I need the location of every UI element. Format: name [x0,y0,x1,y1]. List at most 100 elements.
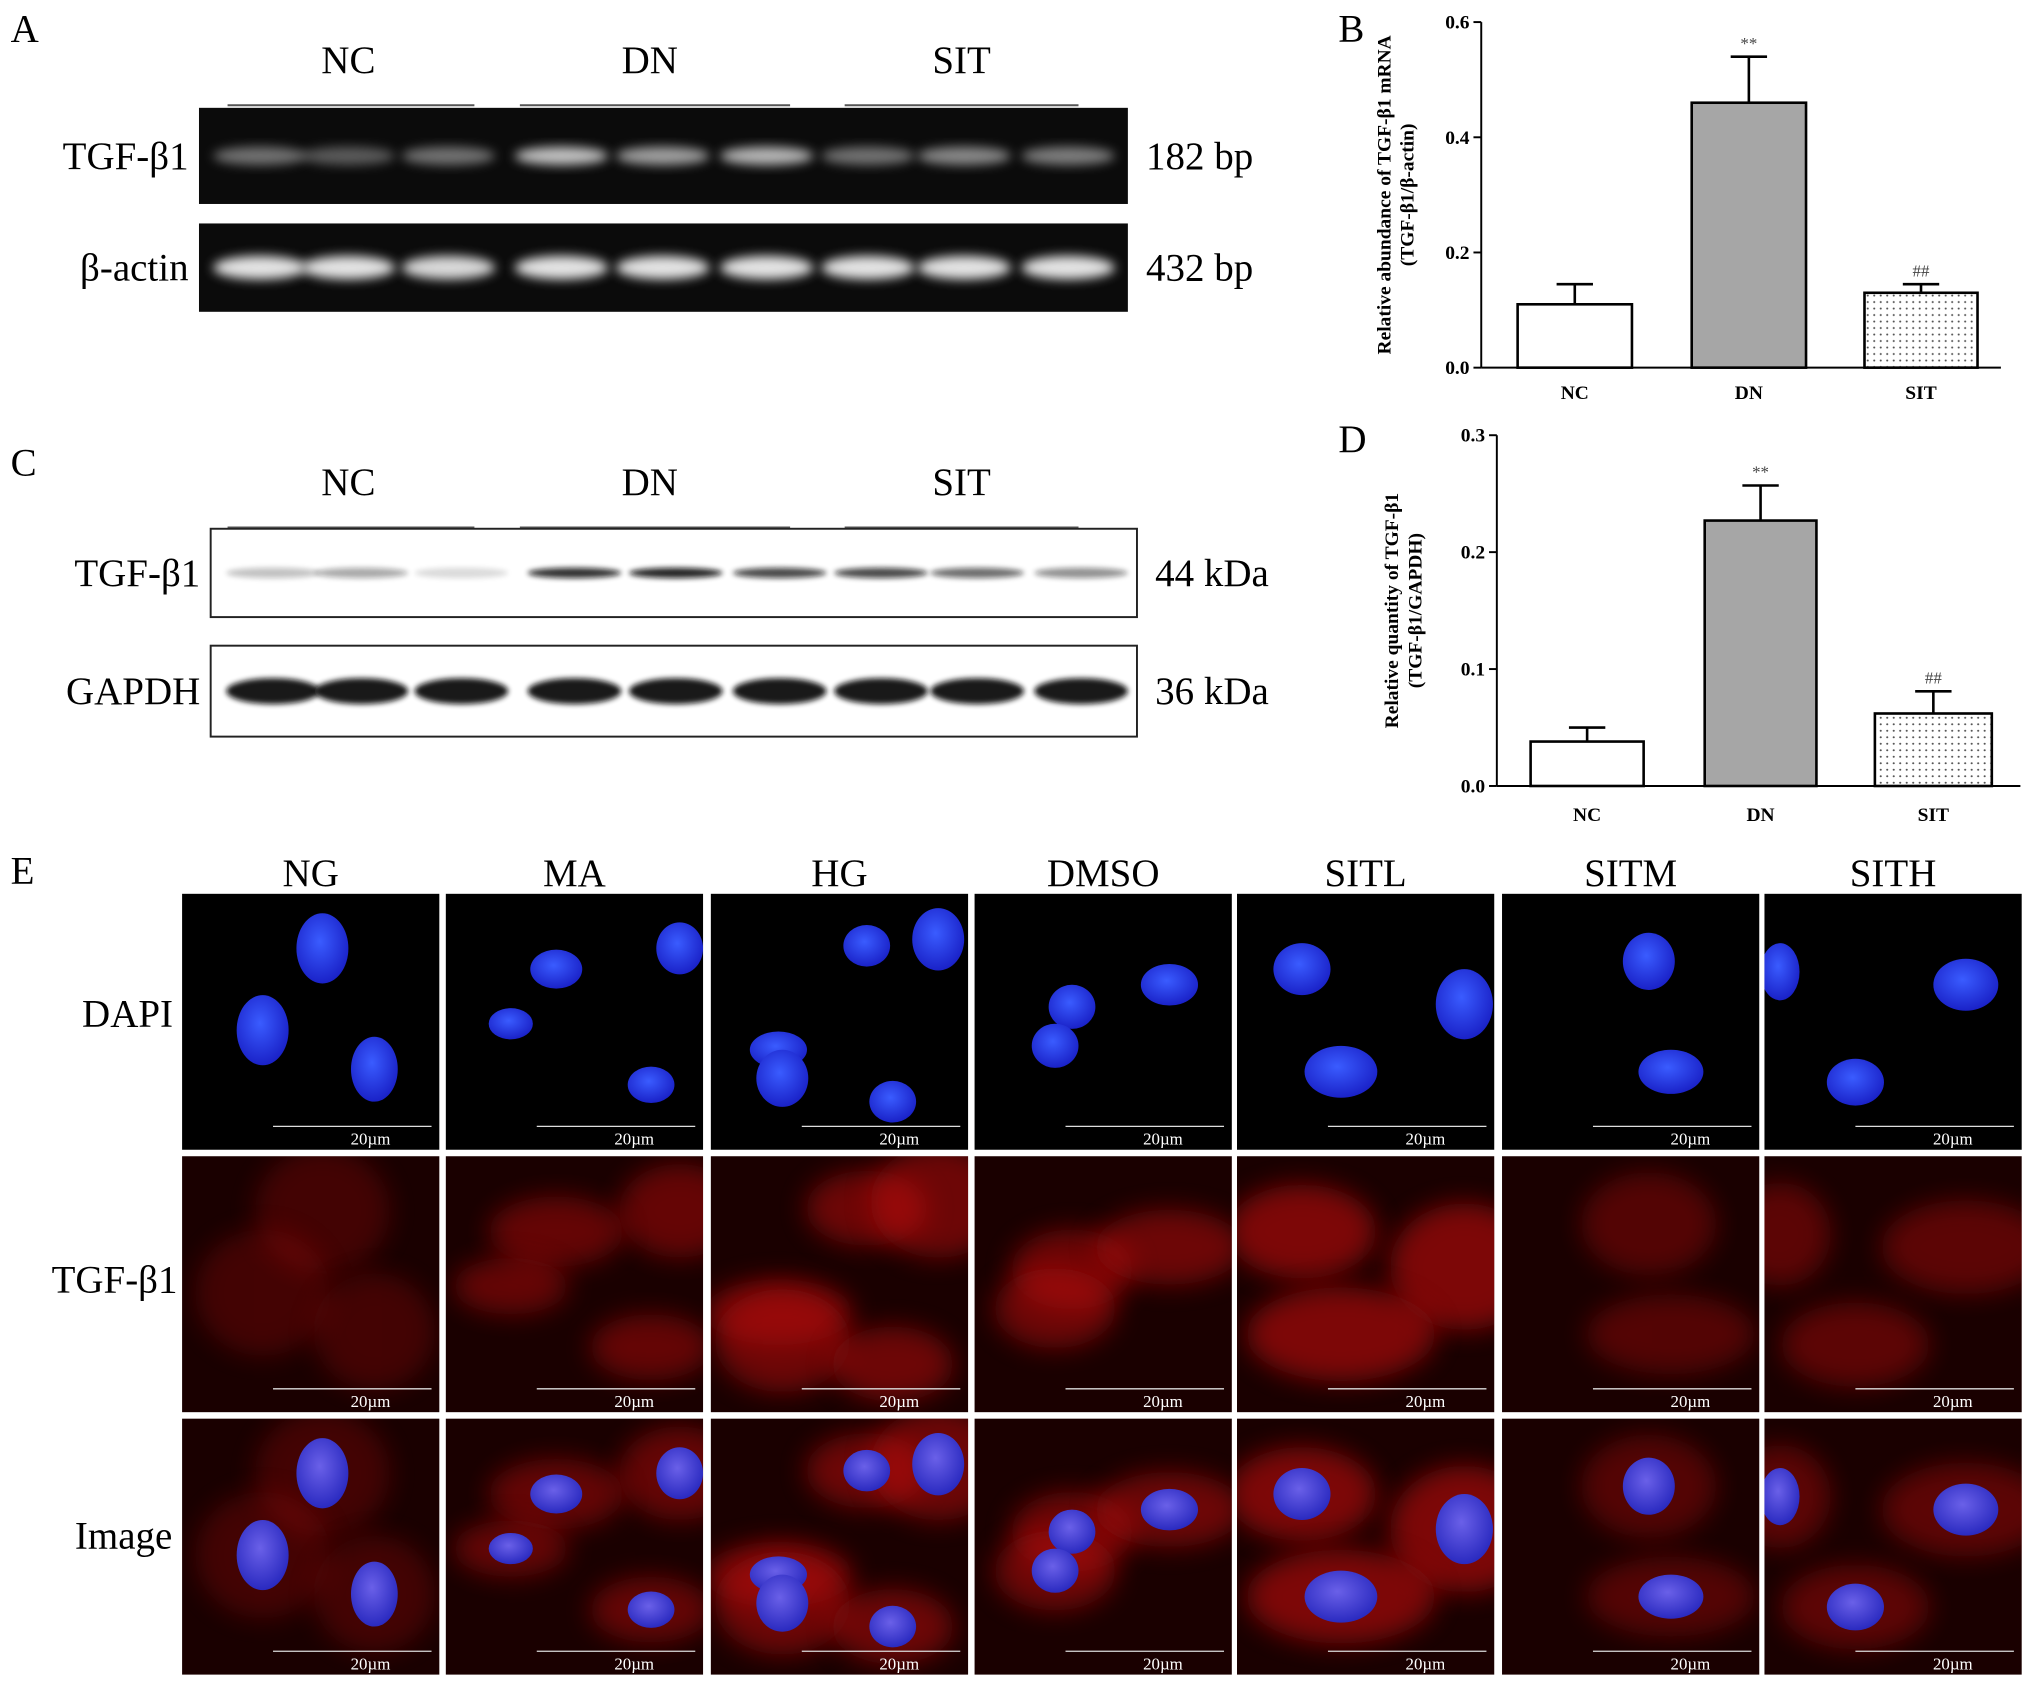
group-label: DN [622,461,678,504]
cytoplasm [488,1196,624,1267]
nucleus [1826,1058,1884,1106]
micrograph-bg [974,893,1232,1150]
micrograph: 20µm [1764,893,2022,1150]
nucleus [656,922,704,975]
micrograph-content [1581,1172,1756,1374]
row-label: TGF-β1 [52,1259,178,1302]
x-tick-label: SIT [1905,383,1936,404]
scale-bar-label: 20µm [1406,1654,1446,1673]
band-size: 44 kDa [1155,552,1269,595]
band [226,678,320,705]
micrograph-content [236,913,398,1102]
nucleus [843,924,891,967]
micrograph-content [1764,1182,2022,1387]
y-axis-label: Relative quantity of TGF-β1 [1382,493,1403,728]
cytoplasm [1390,1203,1495,1330]
row-label: β-actin [80,247,189,290]
micrograph: 20µm [710,893,969,1150]
panel-label: A [11,8,39,51]
nucleus [350,1561,398,1627]
band [401,146,496,165]
micrograph-bg [1764,893,2022,1150]
micrograph-content [1237,1184,1495,1381]
band [629,678,723,705]
scale-bar-label: 20µm [614,1392,654,1411]
row-label: TGF-β1 [63,135,189,178]
micrograph-content [1273,943,1493,1098]
micrograph-content [1581,1434,1756,1637]
nucleus [912,1432,965,1496]
y-tick-label: 0.2 [1461,543,1485,564]
band [527,678,622,705]
scale-bar-label: 20µm [879,1392,919,1411]
cytoplasm [590,1314,704,1380]
band [719,255,814,280]
scale-bar-label: 20µm [879,1130,919,1149]
nucleus [756,1049,809,1107]
row-label: TGF-β1 [74,552,200,595]
panel-label: C [11,441,37,484]
micrograph: 20µm [974,1418,1232,1675]
column-label: SITL [1324,852,1406,895]
micrograph-content [1237,1447,1495,1644]
micrograph-content [195,1156,436,1391]
scale-bar-label: 20µm [614,1654,654,1673]
micrograph: 20µm [182,1418,440,1675]
band [719,146,814,165]
significance: ** [1740,34,1757,53]
error-bar [1915,689,1952,714]
band [401,255,496,280]
band [821,146,915,165]
band [514,146,609,165]
micrograph: 20µm [1764,1418,2022,1675]
nucleus [627,1066,675,1103]
band [301,146,396,165]
cytoplasm [994,1268,1116,1348]
bar [1516,303,1634,369]
band [834,678,928,705]
nucleus [236,1520,289,1591]
band [314,567,409,579]
scale-bar-label: 20µm [1671,1392,1711,1411]
x-tick-label: SIT [1918,805,1949,826]
y-tick-label: 0.6 [1445,13,1470,34]
y-axis-label: (TGF-β1/β-actin) [1398,124,1419,267]
column-label: SITM [1584,852,1677,895]
significance: ** [1752,463,1769,482]
group-label: DN [622,39,678,82]
significance: ## [1913,261,1930,280]
band [917,146,1011,165]
cytoplasm [1781,1302,1930,1387]
band [834,567,928,579]
band [414,567,509,579]
band [527,567,622,579]
error-bar [1902,282,1940,293]
band [213,146,307,165]
cytoplasm [1095,1209,1232,1285]
micrograph: 20µm [445,1418,704,1675]
micrograph-content [749,908,965,1123]
cytoplasm [1237,1184,1377,1279]
bar [1529,740,1645,788]
micrograph-bg [1502,893,1760,1150]
y-tick-label: 0.1 [1461,660,1485,681]
cytoplasm [714,1289,850,1393]
nucleus [1933,958,1999,1011]
scale-bar-label: 20µm [1406,1130,1446,1149]
micrograph: 20µm [1502,893,1760,1150]
scale-bar-label: 20µm [1406,1392,1446,1411]
nucleus [756,1574,809,1632]
row-label: Image [75,1515,172,1558]
band [1021,255,1115,280]
scale-bar-label: 20µm [351,1654,391,1673]
nucleus [869,1080,917,1123]
band [821,255,915,280]
column-label: DMSO [1047,852,1160,895]
nucleus [296,913,349,984]
y-tick-label: 0.4 [1445,128,1470,149]
micrograph: 20µm [445,893,704,1150]
band [301,255,396,280]
nucleus [350,1036,398,1102]
